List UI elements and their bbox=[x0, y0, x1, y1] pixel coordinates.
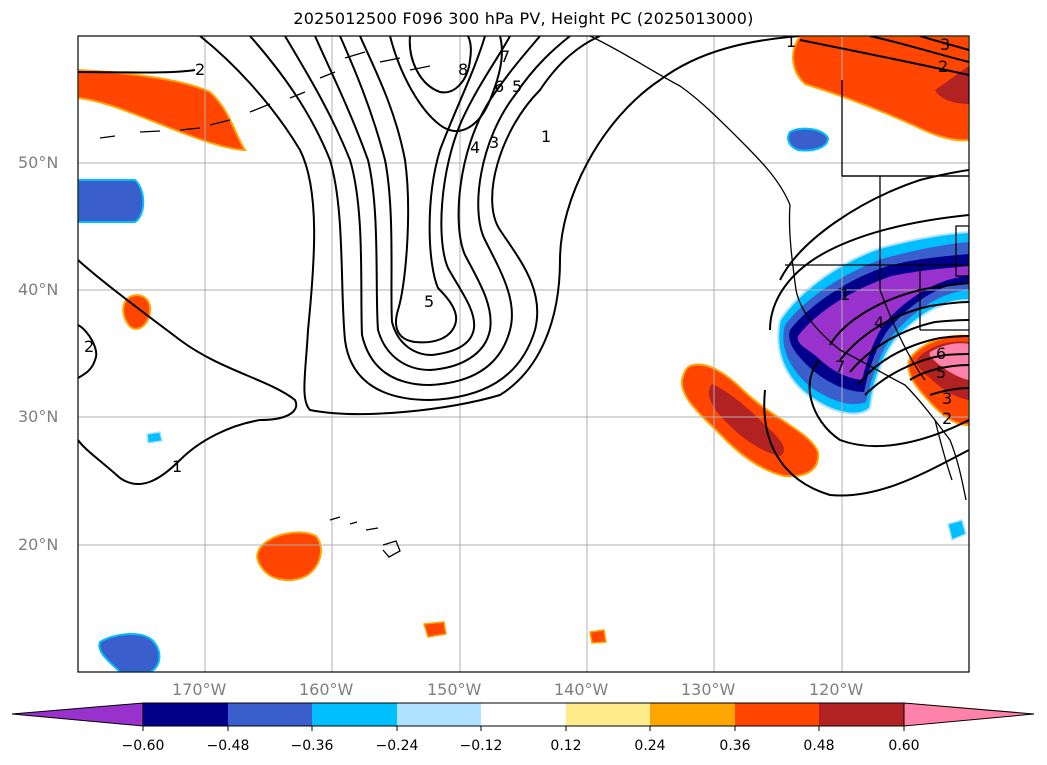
colorbar-segment bbox=[143, 703, 228, 726]
pv-positive-blob-south bbox=[256, 531, 322, 582]
lon-label: 170°W bbox=[172, 680, 227, 699]
coastlines bbox=[99, 36, 969, 558]
height-contours bbox=[78, 36, 969, 497]
contour-label: 3 bbox=[942, 389, 952, 408]
contour-label: 1 bbox=[172, 457, 182, 476]
contour-label: 8 bbox=[458, 60, 468, 79]
contour-label: 6 bbox=[936, 344, 946, 363]
lon-label: 140°W bbox=[554, 680, 609, 699]
contour-label: 3 bbox=[489, 133, 499, 152]
colorbar-tick-label: −0.48 bbox=[206, 738, 250, 754]
colorbar-tick-label: 0.36 bbox=[719, 738, 751, 754]
colorbar-segment bbox=[228, 703, 312, 726]
colorbar-tick-label: −0.12 bbox=[459, 738, 503, 754]
contour-label: 5 bbox=[424, 292, 434, 311]
lon-label: 130°W bbox=[681, 680, 736, 699]
colorbar-segment bbox=[566, 703, 650, 726]
colorbar-tick-label: 0.48 bbox=[803, 738, 835, 754]
contour-label: 1 bbox=[541, 127, 551, 146]
contour-label: 4 bbox=[874, 313, 884, 332]
colorbar-segment bbox=[397, 703, 481, 726]
colorbar-tick-label: −0.24 bbox=[375, 738, 419, 754]
pv-positive-blob-northeast bbox=[792, 36, 969, 142]
pv-negative-blob-southwest bbox=[98, 633, 161, 672]
lon-label: 120°W bbox=[809, 680, 864, 699]
contour-label: 2 bbox=[195, 60, 205, 79]
colorbar-extend-low bbox=[11, 702, 144, 727]
colorbar-tick-label: −0.60 bbox=[121, 738, 165, 754]
lat-label: 40°N bbox=[18, 280, 59, 299]
colorbar-tick-label: −0.36 bbox=[290, 738, 334, 754]
contour-label: 7 bbox=[835, 357, 845, 376]
contour-label: 3 bbox=[940, 35, 950, 54]
map-frame bbox=[77, 35, 970, 673]
colorbar-segment bbox=[650, 703, 735, 726]
contour-label: 4 bbox=[470, 138, 480, 157]
plot-title: 2025012500 F096 300 hPa PV, Height PC (2… bbox=[293, 9, 754, 28]
contour-labels: 2 8 7 6 5 4 3 1 5 2 1 1 4 7 6 5 3 2 1 3 … bbox=[84, 32, 952, 476]
colorbar-segment bbox=[481, 703, 566, 726]
contour-label: 2 bbox=[942, 409, 952, 428]
contour-label: 2 bbox=[84, 337, 94, 356]
pv-positive-blob-small-1 bbox=[122, 294, 152, 330]
colorbar-segment bbox=[819, 703, 904, 726]
contour-label: 2 bbox=[938, 57, 948, 76]
lat-label: 30°N bbox=[18, 407, 59, 426]
lat-label: 50°N bbox=[18, 153, 59, 172]
lon-label: 150°W bbox=[427, 680, 482, 699]
colorbar-extend-high bbox=[903, 702, 1035, 727]
colorbar-tick-label: 0.12 bbox=[550, 738, 582, 754]
colorbar-segment bbox=[735, 703, 819, 726]
colorbar bbox=[11, 702, 1035, 731]
contour-label: 5 bbox=[512, 77, 522, 96]
contour-label: 5 bbox=[936, 363, 946, 382]
pv-positive-blob-northwest bbox=[78, 68, 247, 152]
colorbar-segment bbox=[312, 703, 397, 726]
contour-label: 6 bbox=[494, 77, 504, 96]
colorbar-tick-label: 0.24 bbox=[634, 738, 666, 754]
contour-label: 7 bbox=[500, 47, 510, 66]
pv-negative-blob-west bbox=[78, 179, 145, 223]
lon-label: 160°W bbox=[299, 680, 354, 699]
lat-label: 20°N bbox=[18, 535, 59, 554]
colorbar-tick-label: 0.60 bbox=[888, 738, 920, 754]
contour-label: 1 bbox=[840, 285, 850, 304]
contour-label: 1 bbox=[786, 32, 796, 51]
graticule bbox=[78, 36, 969, 672]
